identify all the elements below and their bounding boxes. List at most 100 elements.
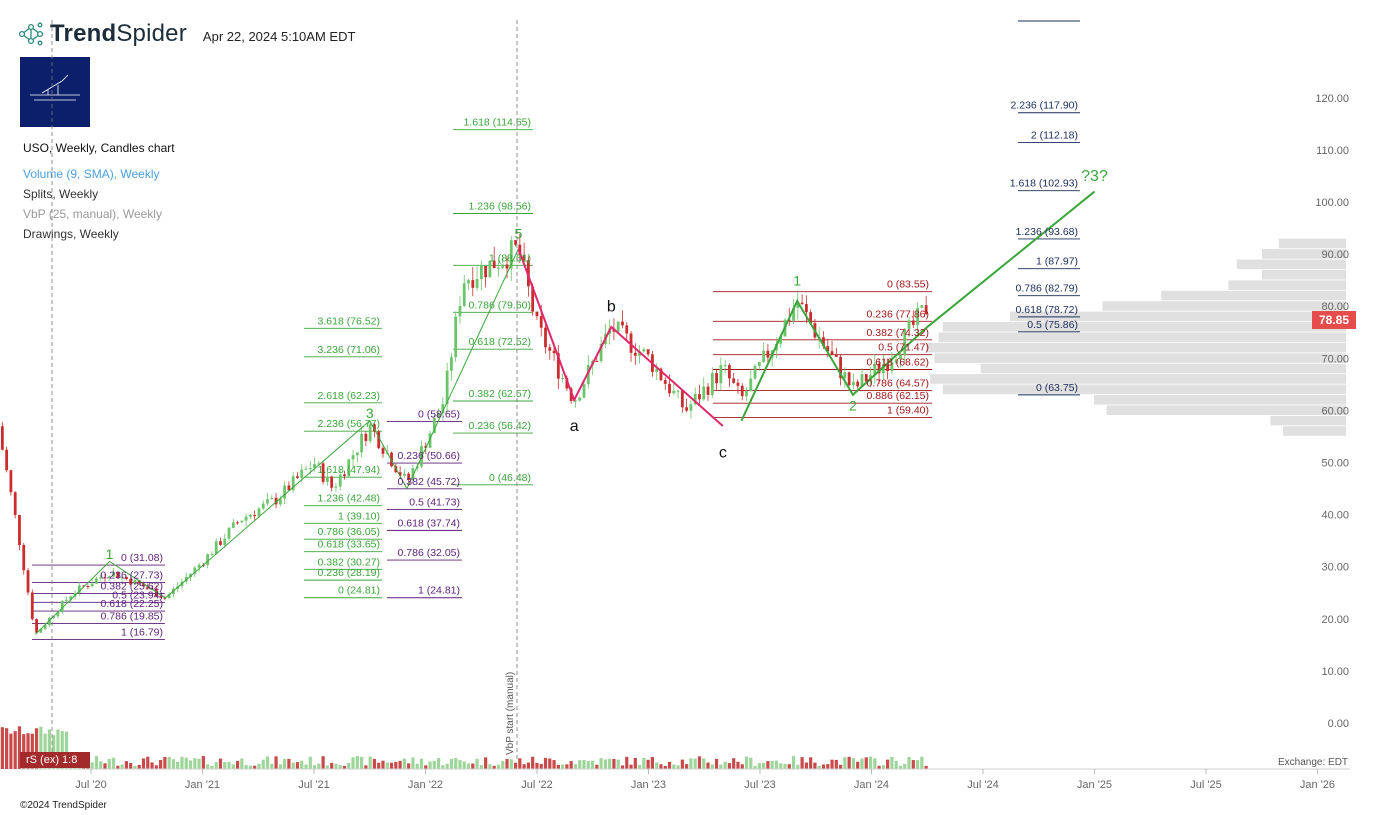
candle-body <box>728 365 731 379</box>
fib-level-label: 0.5 (71.47) <box>878 342 929 354</box>
candle-body <box>595 361 599 363</box>
volume-bar <box>146 756 150 769</box>
volume-bar <box>458 760 462 769</box>
volume-bar <box>107 759 111 769</box>
volume-bar <box>578 760 582 769</box>
fib-level-label: 1 (39.10) <box>338 510 380 522</box>
candle-body <box>398 472 402 476</box>
volume-bar <box>791 756 796 769</box>
candle-body <box>223 538 227 545</box>
volume-bar <box>847 756 851 769</box>
volume-bar <box>34 728 39 769</box>
volume-bar <box>197 758 201 769</box>
copyright: ©2024 TrendSpider <box>20 800 107 811</box>
candle-body <box>796 302 800 309</box>
legend-main[interactable]: USO, Weekly, Candles chart <box>23 141 175 155</box>
volume-bar <box>539 763 543 769</box>
volume-bar <box>907 756 911 769</box>
candle-body <box>308 468 312 470</box>
vbp-bar <box>1283 426 1346 436</box>
legend-volume[interactable]: Volume (9, SMA), Weekly <box>23 167 160 181</box>
volume-bar <box>689 758 693 769</box>
y-tick-label: 90.00 <box>1321 249 1349 261</box>
candle-body <box>214 541 218 555</box>
candle-body <box>492 260 496 269</box>
volume-bar <box>608 758 612 769</box>
volume-bar <box>492 765 496 769</box>
candle-body <box>548 347 552 351</box>
candle-body <box>210 554 214 556</box>
candle-body <box>347 459 351 477</box>
x-tick-label: Jan '22 <box>408 779 443 791</box>
volume-bar <box>860 758 864 769</box>
volume-bar <box>244 764 248 769</box>
volume-bar <box>278 764 282 769</box>
volume-bar <box>749 757 753 769</box>
candle-body <box>830 351 834 355</box>
candle-body <box>325 476 329 482</box>
candle-body <box>291 476 295 491</box>
candle-body <box>629 333 633 353</box>
wave-label: c <box>719 444 727 461</box>
volume-bar <box>5 728 9 769</box>
volume-bar <box>719 764 723 769</box>
candle-body <box>458 305 462 317</box>
legend-drawings[interactable]: Drawings, Weekly <box>23 227 119 241</box>
volume-bar <box>800 757 804 769</box>
x-tick-label: Jul '23 <box>744 779 775 791</box>
candle-body <box>411 468 415 480</box>
candle-body <box>30 592 34 620</box>
candle-body <box>578 397 582 401</box>
volume-bar <box>389 762 394 769</box>
candle-body <box>360 433 364 453</box>
candle-body <box>437 413 440 418</box>
wave-label: b <box>607 298 616 315</box>
volume-bar <box>325 765 329 769</box>
volume-bar <box>330 762 334 769</box>
x-tick-label: Jul '21 <box>298 779 329 791</box>
candle-body <box>535 311 539 317</box>
candle-body <box>227 527 231 539</box>
vbp-bar <box>1236 259 1346 270</box>
legend-splits[interactable]: Splits, Weekly <box>23 187 99 201</box>
candle-body <box>642 349 646 352</box>
candle-body <box>911 320 915 325</box>
volume-bar <box>744 756 749 769</box>
volume-bar <box>633 757 637 769</box>
volume-bar <box>381 760 385 769</box>
candle-body <box>924 305 928 315</box>
candle-body <box>167 593 171 599</box>
volume-bar <box>218 758 223 769</box>
volume-bar <box>924 765 928 769</box>
legend-vbp[interactable]: VbP (25, manual), Weekly <box>23 207 162 221</box>
reverse-split-badge[interactable]: rS (ex) 1:8 <box>20 752 90 768</box>
candle-body <box>278 498 282 505</box>
fib-level-label: 0.236 (77.86) <box>867 308 929 320</box>
volume-bar <box>368 756 372 769</box>
candle-body <box>266 499 269 504</box>
volume-bar <box>257 763 261 769</box>
volume-bar <box>308 756 312 769</box>
vbp-bar <box>1262 269 1346 280</box>
vbp-bar <box>980 363 1346 374</box>
candle-body <box>159 596 162 598</box>
volume-bar <box>355 756 359 769</box>
volume-bar <box>886 759 890 769</box>
volume-bar <box>838 764 843 769</box>
candle-body <box>107 576 111 578</box>
vbp-bar <box>938 332 1346 343</box>
volume-bar <box>338 765 342 769</box>
candle-body <box>505 264 509 269</box>
fib-level-label: 0.618 (72.52) <box>469 336 531 348</box>
candle-body <box>916 307 919 325</box>
candle-body <box>646 349 650 355</box>
candle-body <box>899 354 902 360</box>
candle-body <box>283 485 287 499</box>
volume-bar <box>0 727 4 769</box>
volume-bar <box>253 765 257 769</box>
candle-body <box>467 280 470 284</box>
fib-level-label: 0.5 (75.86) <box>1027 319 1078 331</box>
candle-body <box>488 260 492 278</box>
volume-bar <box>766 761 770 769</box>
